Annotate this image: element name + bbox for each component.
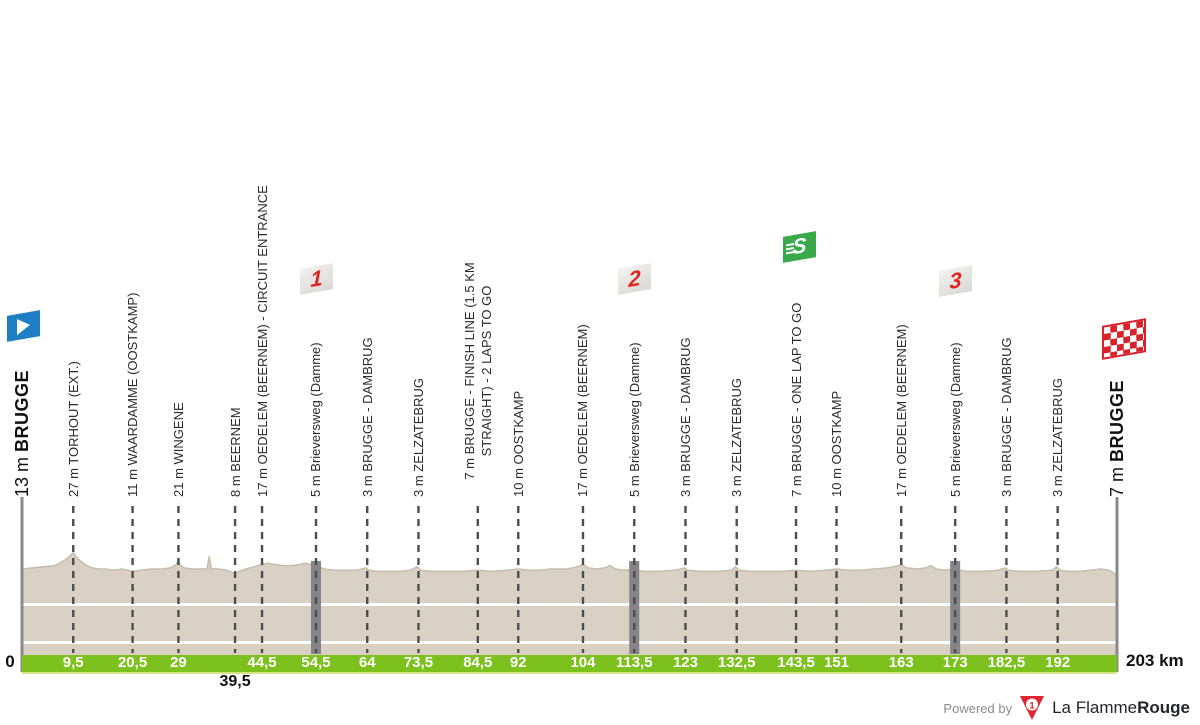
terminus-elevation: 7 m	[1107, 461, 1127, 497]
km-tick-bar: 143,5	[777, 654, 815, 671]
km-tick-bar: 64	[358, 654, 376, 671]
waypoint-label: 17 m OEDELEM (BEERNEM) - CIRCUIT ENTRANC…	[254, 185, 270, 497]
km-tick-bar: 182,5	[987, 654, 1026, 671]
waypoint-label: 5 m Brieversweg (Damme)	[947, 342, 963, 497]
waypoint-label: 13 m BRUGGE	[11, 370, 33, 497]
km-tick-bar: 104	[570, 654, 596, 671]
km-tick-bar: 92	[509, 654, 527, 671]
waypoint-label: 17 m OEDELEM (BEERNEM)	[575, 324, 591, 497]
passage-2-number: 2	[628, 264, 641, 293]
waypoint-label: 3 m ZELZATEBRUG	[1050, 378, 1066, 497]
waypoint-label: 3 m BRUGGE - DAMBRUG	[359, 337, 375, 497]
sprint-marker-bar	[629, 561, 640, 654]
km-tick-bar: 54,5	[301, 654, 331, 671]
km-tick-bar: 44,5	[247, 654, 277, 671]
waypoint-label: 3 m ZELZATEBRUG	[729, 378, 745, 497]
sprint-marker-bar	[310, 561, 321, 654]
la-flamme-rouge-logo-icon: 1	[1020, 696, 1045, 720]
terminus-city: BRUGGE	[12, 369, 32, 452]
waypoint-label: 7 m BRUGGE - ONE LAP TO GO	[788, 302, 804, 497]
waypoint-label: 17 m OEDELEM (BEERNEM)	[893, 324, 909, 497]
terminus-city: BRUGGE	[1107, 379, 1127, 462]
terminus-elevation: 13 m	[12, 451, 32, 497]
elevation-topline	[21, 551, 1118, 577]
km-tick-bar: 73,5	[403, 654, 434, 671]
km-tick-bar: 9,5	[62, 654, 84, 671]
km-tick-bar: 192	[1045, 654, 1071, 671]
powered-by-label: Powered by	[943, 700, 1013, 716]
km-tick-bar: 20,5	[117, 654, 148, 671]
waypoint-label: 11 m WAARDAMME (OOSTKAMP)	[125, 292, 141, 497]
waypoint-label: 5 m Brieversweg (Damme)	[308, 342, 324, 497]
start-play-triangle	[17, 316, 30, 336]
distance-axis-bar	[22, 655, 1117, 674]
logo-number: 1	[1029, 701, 1035, 712]
km-tick-bar: 123	[672, 654, 698, 671]
km-tick-bar: 173	[942, 654, 968, 671]
waypoint-label: 5 m Brieversweg (Damme)	[626, 342, 642, 497]
waypoint-label: 27 m TORHOUT (EXT.)	[65, 361, 81, 497]
waypoint-label: 3 m ZELZATEBRUG	[410, 378, 426, 497]
km-tick-bar: 29	[170, 654, 187, 671]
km-tick-below: 39,5	[219, 673, 251, 690]
waypoint-label: 7 m BRUGGE	[1106, 380, 1128, 497]
footer-branding: Powered by 1 La FlammeRouge	[943, 695, 1190, 721]
km-tick-bar: 84,5	[463, 654, 493, 671]
passage-1-number: 1	[310, 264, 323, 293]
sprint-speed-lines	[786, 241, 794, 256]
passage-3-number: 3	[949, 266, 962, 295]
sprint-letter: S	[792, 233, 807, 260]
brand-regular: La Flamme	[1052, 698, 1138, 717]
brand-name: La FlammeRouge	[1052, 698, 1190, 718]
waypoint-label: 3 m BRUGGE - DAMBRUG	[998, 337, 1014, 497]
km-tick-left: 0	[5, 652, 15, 671]
gridline	[22, 641, 1117, 644]
waypoint-label: 8 m BEERNEM	[227, 407, 243, 497]
sprint-marker-bar	[950, 561, 961, 654]
waypoint-label: 7 m BRUGGE - FINISH LINE (1.5 KM STRAIGH…	[461, 262, 494, 480]
km-tick-bar: 113,5	[615, 654, 653, 671]
gridline	[22, 603, 1117, 606]
km-tick-bar: 163	[888, 654, 914, 671]
km-tick-bar: 151	[823, 654, 850, 671]
km-tick-right: 203 km	[1126, 651, 1184, 670]
km-tick-bar: 132,5	[717, 654, 756, 671]
waypoint-label: 3 m BRUGGE - DAMBRUG	[677, 337, 693, 497]
brand-bold: Rouge	[1137, 698, 1190, 717]
waypoint-label: 21 m WINGENE	[170, 402, 186, 497]
waypoint-label: 10 m OOSTKAMP	[510, 390, 526, 497]
waypoint-label: 10 m OOSTKAMP	[829, 390, 844, 497]
